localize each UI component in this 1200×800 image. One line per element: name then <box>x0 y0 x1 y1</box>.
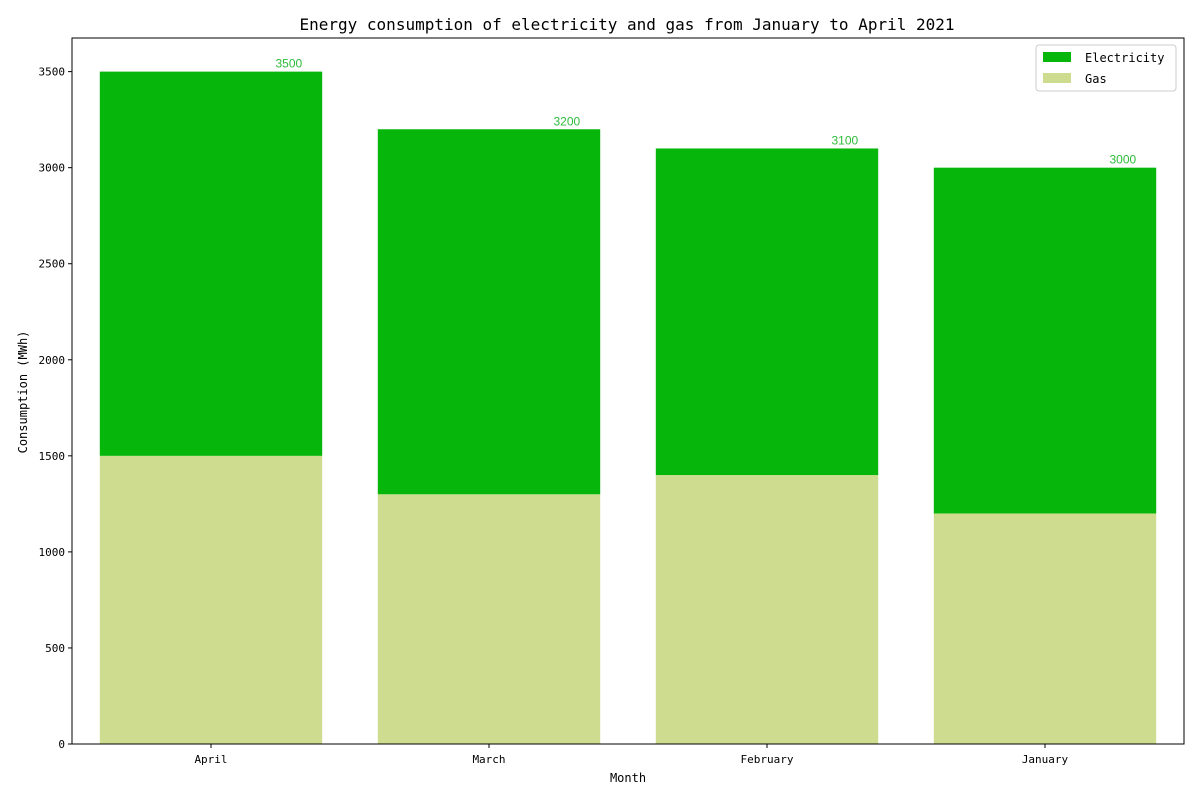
bar-gas-march <box>377 494 601 744</box>
total-label-february: 3100 <box>831 133 858 147</box>
x-tick-label: March <box>472 753 505 766</box>
y-tick-label: 3500 <box>39 66 66 79</box>
legend-label-electricity: Electricity <box>1085 51 1164 65</box>
y-tick-label: 500 <box>45 642 65 655</box>
legend-swatch-gas <box>1043 73 1071 83</box>
chart-title: Energy consumption of electricity and ga… <box>299 15 954 34</box>
total-label-april: 3500 <box>275 57 302 71</box>
y-tick-label: 2500 <box>39 258 66 271</box>
bar-electricity-february <box>655 148 879 476</box>
y-tick-label: 1500 <box>39 450 66 463</box>
bar-gas-april <box>99 455 323 744</box>
y-tick-label: 1000 <box>39 546 66 559</box>
total-label-january: 3000 <box>1109 153 1136 167</box>
bar-electricity-march <box>377 129 601 495</box>
y-axis-label: Consumption (MWh) <box>16 331 30 454</box>
legend-label-gas: Gas <box>1085 72 1107 86</box>
y-tick-label: 2000 <box>39 354 66 367</box>
x-tick-label: January <box>1022 753 1069 766</box>
x-tick-label: April <box>194 753 227 766</box>
x-tick-label: February <box>741 753 794 766</box>
plot-area: 3500 3200 3100 3000 <box>99 57 1157 744</box>
total-label-march: 3200 <box>553 114 580 128</box>
y-tick-label: 3000 <box>39 162 66 175</box>
y-tick-label: 0 <box>58 738 65 751</box>
bar-electricity-january <box>933 167 1157 514</box>
bar-gas-february <box>655 475 879 744</box>
legend: Electricity Gas <box>1035 44 1177 92</box>
legend-swatch-electricity <box>1043 52 1071 62</box>
axes: 0 500 1000 1500 2000 2500 3000 3500 April March Fe… <box>39 37 1185 766</box>
bar-gas-january <box>933 513 1157 744</box>
x-axis-label: Month <box>610 771 646 785</box>
bar-electricity-april <box>99 71 323 456</box>
plot-frame <box>71 37 1185 745</box>
